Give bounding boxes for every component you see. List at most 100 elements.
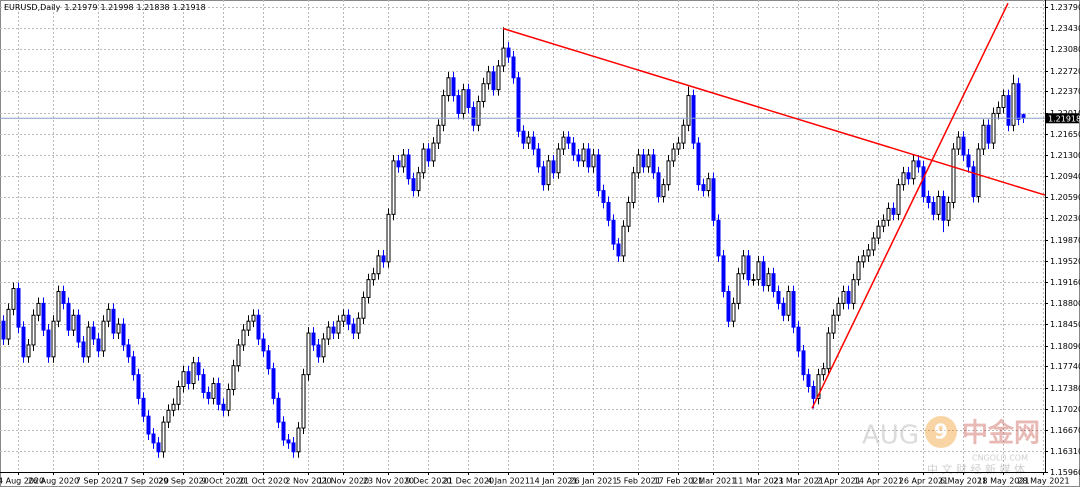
candle-body bbox=[306, 332, 311, 376]
candle-body bbox=[696, 142, 701, 186]
y-tick-label: 1.18450 bbox=[1050, 320, 1080, 329]
candle-body bbox=[801, 350, 806, 376]
y-tick-label: 1.17740 bbox=[1050, 362, 1080, 371]
watermark-brand: AUG bbox=[862, 421, 919, 451]
watermark-site: CNGOLD.COM bbox=[972, 454, 1028, 463]
candle-body bbox=[416, 172, 421, 192]
candle-body bbox=[676, 142, 681, 150]
candle-body bbox=[901, 172, 906, 186]
candle-body bbox=[161, 421, 166, 453]
candle-body bbox=[821, 368, 826, 376]
y-tick-label: 1.17020 bbox=[1050, 405, 1080, 414]
candle-body bbox=[736, 273, 741, 304]
candle-body bbox=[36, 302, 41, 316]
x-tick-label: 23 Mar 2021 bbox=[773, 477, 824, 486]
candle-body bbox=[596, 154, 601, 192]
candle-body bbox=[621, 225, 626, 257]
candle-body bbox=[681, 124, 686, 144]
watermark-name: 中金网 bbox=[962, 418, 1040, 449]
watermark-logo-mark: 9 bbox=[934, 420, 948, 444]
candle-body bbox=[281, 421, 286, 441]
candle-body bbox=[601, 190, 606, 203]
trendline bbox=[502, 27, 1046, 196]
candle-body bbox=[871, 237, 876, 251]
y-tick-label: 1.20230 bbox=[1050, 214, 1080, 223]
x-tick-label: 21 Oct 2020 bbox=[239, 477, 288, 486]
x-tick-label: 29 Sep 2020 bbox=[158, 477, 209, 486]
candle-body bbox=[691, 95, 696, 144]
candle-body bbox=[356, 317, 361, 334]
candle-body bbox=[366, 279, 371, 298]
y-tick-label: 1.19870 bbox=[1050, 236, 1080, 245]
x-tick-label: 28 May 2021 bbox=[1017, 477, 1069, 486]
x-tick-label: 26 Jan 2021 bbox=[570, 477, 618, 486]
candle-body bbox=[146, 415, 151, 435]
candle-body bbox=[1016, 83, 1021, 120]
candle-body bbox=[926, 196, 931, 203]
watermark: 9 AUG 中金网 CNGOLD.COM 中 文 财 经 新 媒 体 bbox=[862, 416, 1040, 476]
candle-body bbox=[301, 374, 306, 429]
x-tick-label: 6 May 2021 bbox=[940, 477, 987, 486]
candle-body bbox=[981, 124, 986, 150]
candle-body bbox=[331, 326, 336, 334]
x-tick-label: 26 Aug 2020 bbox=[28, 477, 79, 486]
candle-body bbox=[856, 261, 861, 281]
candle-body bbox=[441, 95, 446, 126]
candle-body bbox=[61, 291, 66, 304]
candle-body bbox=[961, 136, 966, 156]
candle-body bbox=[431, 142, 436, 162]
x-tick-label: 17 Feb 2021 bbox=[654, 477, 704, 486]
x-tick-label: 18 May 2021 bbox=[977, 477, 1029, 486]
x-tick-label: 2 Nov 2020 bbox=[285, 477, 331, 486]
trendline bbox=[811, 2, 1009, 409]
candle-body bbox=[656, 172, 661, 198]
candle-body bbox=[936, 196, 941, 215]
candle-body bbox=[891, 207, 896, 215]
candle-body bbox=[31, 314, 36, 346]
price-label-box bbox=[1046, 113, 1079, 124]
candle-body bbox=[726, 291, 731, 322]
candle-body bbox=[126, 344, 131, 358]
candle-body bbox=[181, 371, 186, 388]
candle-body bbox=[406, 154, 411, 180]
candle-body bbox=[951, 148, 956, 203]
candle-body bbox=[511, 56, 516, 79]
candle-body bbox=[581, 148, 586, 162]
candle-body bbox=[461, 89, 466, 114]
candle-body bbox=[341, 314, 346, 322]
candle-body bbox=[791, 291, 796, 328]
candle-body bbox=[496, 65, 501, 91]
candle-body bbox=[456, 95, 461, 114]
candle-body bbox=[761, 261, 766, 287]
candle-body bbox=[336, 320, 341, 334]
candle-body bbox=[156, 442, 161, 453]
candle-body bbox=[21, 326, 26, 358]
candle-body bbox=[71, 314, 76, 331]
x-tick-label: 17 Sep 2020 bbox=[118, 477, 169, 486]
candle-body bbox=[746, 255, 751, 281]
candle-body bbox=[76, 314, 81, 343]
candle-body bbox=[451, 77, 456, 97]
candle-body bbox=[446, 77, 451, 97]
candle-body bbox=[861, 255, 866, 263]
candle-body bbox=[616, 243, 621, 257]
candle-body bbox=[11, 288, 16, 310]
candle-body bbox=[671, 148, 676, 162]
candle-body bbox=[561, 136, 566, 150]
x-tick-label: 7 Sep 2020 bbox=[76, 477, 122, 486]
candle-body bbox=[526, 136, 531, 144]
candle-body bbox=[796, 326, 801, 352]
candle-body bbox=[666, 160, 671, 186]
candle-body bbox=[421, 148, 426, 174]
candle-body bbox=[16, 288, 21, 328]
candle-body bbox=[396, 160, 401, 168]
candle-body bbox=[766, 273, 771, 287]
candle-body bbox=[201, 374, 206, 393]
y-tick-label: 1.21300 bbox=[1050, 151, 1080, 160]
x-tick-label: 4 Jan 2021 bbox=[487, 477, 530, 486]
candle-body bbox=[236, 344, 241, 367]
candle-body bbox=[466, 89, 471, 108]
candle-body bbox=[661, 184, 666, 198]
candle-body bbox=[46, 329, 51, 358]
